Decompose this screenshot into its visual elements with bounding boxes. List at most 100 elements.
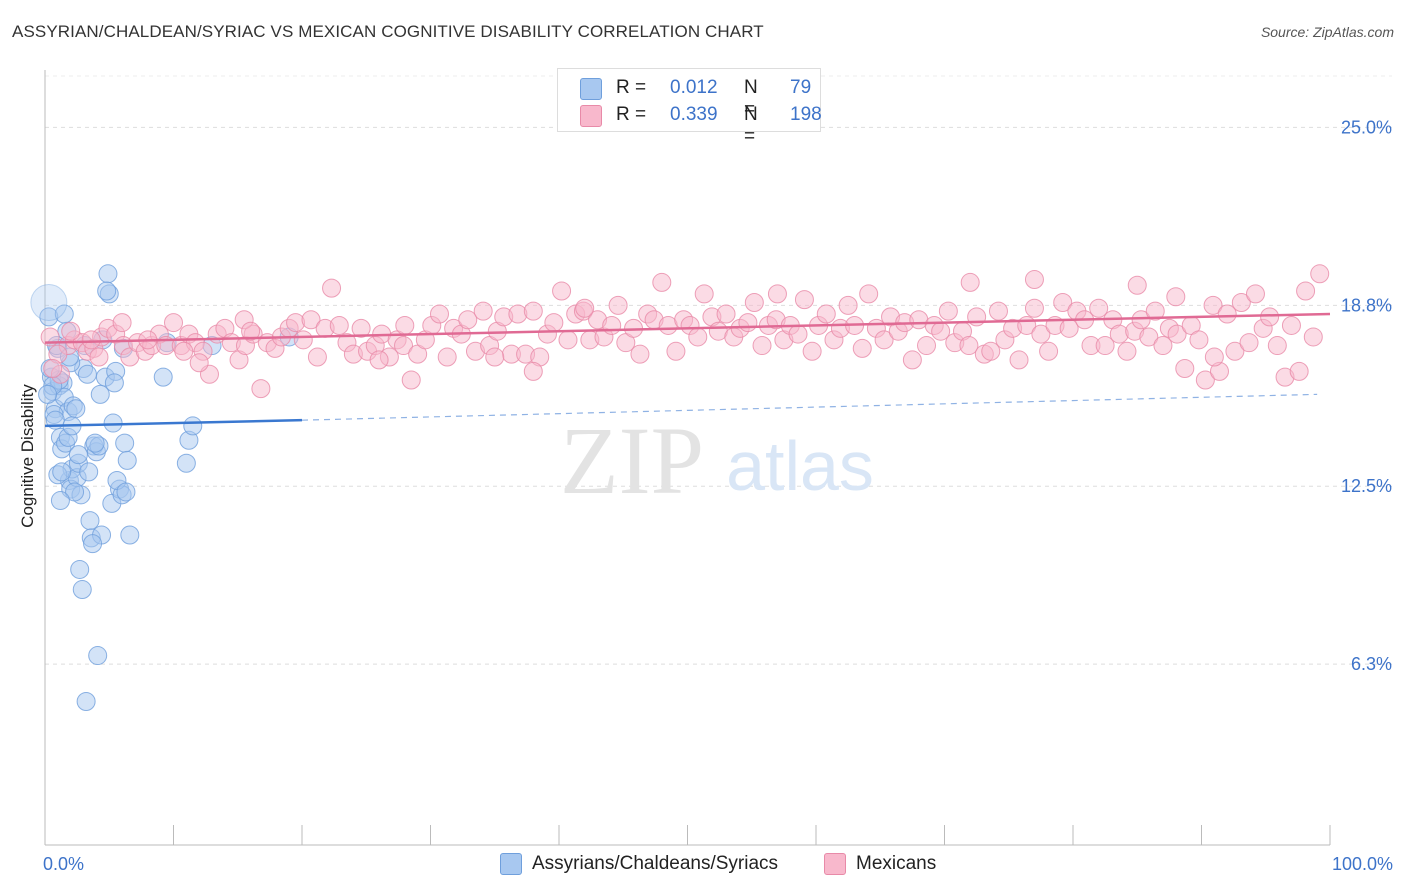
- chart-title: ASSYRIAN/CHALDEAN/SYRIAC VS MEXICAN COGN…: [12, 22, 764, 41]
- chart-source: Source: ZipAtlas.com: [1260, 24, 1394, 40]
- mexican-point: [1053, 293, 1073, 312]
- mexican-point: [1245, 284, 1265, 304]
- mexican-point: [688, 327, 708, 347]
- trend-line-assyrians-extension: [301, 393, 1318, 421]
- assyrian-point: [50, 491, 70, 511]
- assyrian-point: [38, 384, 58, 404]
- assyrian-point: [65, 482, 85, 502]
- mexican-point: [1281, 315, 1301, 335]
- assyrian-point: [120, 525, 140, 545]
- legend-r-label: R =: [616, 77, 647, 98]
- assyrian-point: [76, 691, 96, 711]
- mexican-point: [1131, 310, 1151, 330]
- watermark-atlas: atlas: [726, 427, 874, 505]
- mexican-point: [838, 295, 858, 315]
- x-tick-label-end: 100.0%: [1332, 854, 1393, 874]
- mexican-point: [1039, 341, 1059, 361]
- assyrian-point: [72, 580, 92, 600]
- trend-line-mexicans: [44, 312, 1331, 344]
- axes: [44, 70, 1331, 846]
- mexican-point: [738, 313, 758, 333]
- mexican-point: [652, 272, 672, 292]
- series-mexicans: [40, 264, 1330, 399]
- assyrian-aggregate-point: [30, 284, 68, 321]
- mexican-point: [1166, 287, 1186, 307]
- mexican-point: [1127, 275, 1147, 295]
- mexican-point: [401, 370, 421, 390]
- bottom-legend-swatch-assyrians: [500, 853, 522, 875]
- mexican-point: [981, 341, 1001, 361]
- trend-lines: [44, 312, 1331, 428]
- mexican-point: [852, 338, 872, 358]
- assyrian-point: [153, 367, 173, 387]
- y-axis-label: Cognitive Disability: [18, 384, 37, 528]
- y-tick-label: 18.8%: [1341, 295, 1392, 315]
- assyrian-point: [54, 304, 74, 324]
- legend-n-value: 198: [790, 104, 822, 125]
- mexican-point: [874, 330, 894, 350]
- y-tick-label: 12.5%: [1341, 476, 1392, 496]
- mexican-point: [630, 344, 650, 364]
- legend-r-value: 0.339: [670, 104, 718, 125]
- mexican-point: [89, 347, 109, 367]
- mexican-point: [1009, 350, 1029, 370]
- mexican-point: [752, 336, 772, 356]
- mexican-point: [1289, 361, 1309, 381]
- mexican-point: [1109, 324, 1129, 344]
- mexican-point: [794, 290, 814, 310]
- mexican-point: [575, 298, 595, 318]
- assyrian-point: [66, 399, 86, 419]
- mexican-point: [1217, 304, 1237, 324]
- assyrian-point: [116, 482, 136, 502]
- assyrian-point: [115, 433, 135, 453]
- mexican-point: [608, 295, 628, 315]
- assyrian-point: [80, 511, 100, 531]
- mexican-point: [322, 278, 342, 298]
- mexican-point: [938, 301, 958, 321]
- mexican-point: [61, 321, 81, 341]
- bottom-legend-swatch-mexicans: [824, 853, 846, 875]
- mexican-point: [1303, 327, 1323, 347]
- mexican-point: [1189, 330, 1209, 350]
- mexican-point: [301, 310, 321, 330]
- mexican-point: [1175, 359, 1195, 379]
- mexican-point: [960, 272, 980, 292]
- assyrian-point: [52, 462, 72, 482]
- mexican-point: [523, 301, 543, 321]
- mexican-point: [716, 304, 736, 324]
- mexican-point: [164, 313, 183, 333]
- mexican-point: [1231, 293, 1251, 312]
- mexican-point: [1267, 336, 1287, 356]
- trend-line-assyrians: [44, 418, 303, 428]
- mexican-point: [788, 324, 808, 344]
- mexican-point: [293, 330, 313, 350]
- mexican-point: [1195, 370, 1215, 390]
- mexican-point: [1310, 264, 1330, 284]
- mexican-point: [1095, 336, 1115, 356]
- mexican-point: [558, 330, 578, 350]
- assyrian-point: [176, 453, 196, 473]
- mexican-point: [816, 304, 836, 324]
- mexican-point: [81, 330, 101, 350]
- mexican-point: [329, 315, 349, 335]
- assyrian-point: [98, 264, 118, 284]
- mexican-point: [1145, 301, 1165, 321]
- mexican-point: [1203, 295, 1223, 315]
- y-tick-label: 25.0%: [1341, 117, 1392, 137]
- mexican-point: [286, 313, 306, 333]
- mexican-point: [859, 284, 879, 304]
- assyrian-point: [117, 450, 137, 470]
- mexican-point: [1024, 270, 1044, 290]
- mexican-point: [437, 347, 457, 367]
- mexican-point: [1260, 307, 1280, 327]
- mexican-point: [1024, 298, 1044, 318]
- mexican-point: [43, 359, 63, 379]
- y-tick-label: 6.3%: [1351, 654, 1392, 674]
- mexican-point: [174, 341, 194, 361]
- mexican-point: [307, 347, 327, 367]
- mexican-point: [602, 315, 622, 335]
- assyrian-point: [104, 373, 124, 393]
- assyrian-point: [77, 364, 97, 384]
- legend-r-label: R =: [616, 104, 647, 125]
